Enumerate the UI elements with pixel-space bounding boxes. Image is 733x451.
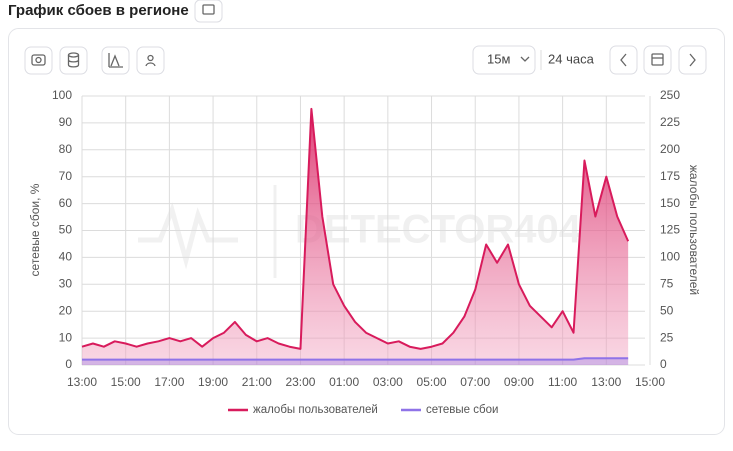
area — [82, 108, 629, 366]
x-tick-label: 01:00 — [329, 375, 359, 389]
y-axis-label: сетевые сбои, % — [28, 183, 42, 276]
y2-tick-label: 75 — [660, 276, 674, 290]
x-tick-label: 23:00 — [285, 375, 315, 389]
y2-tick-label: 150 — [660, 196, 680, 210]
watermark: DETECTOR404 — [138, 185, 582, 278]
x-tick-label: 05:00 — [417, 375, 447, 389]
y-tick-label: 50 — [59, 223, 73, 237]
x-tick-label: 13:00 — [67, 375, 97, 389]
y2-axis-label: жалобы пользователей — [687, 165, 701, 295]
x-tick-label: 09:00 — [504, 375, 534, 389]
y-tick-label: 40 — [59, 250, 73, 264]
x-tick-label: 13:00 — [591, 375, 621, 389]
y2-tick-label: 50 — [660, 303, 674, 317]
toolbar: 15м 24 часа — [24, 45, 707, 75]
interval-select[interactable]: 15м — [472, 45, 536, 75]
x-tick-label: 11:00 — [548, 375, 577, 389]
y-tick-label: 90 — [59, 115, 73, 129]
y2-tick-label: 225 — [660, 115, 680, 129]
y2-tick-label: 0 — [660, 357, 667, 371]
y2-tick-label: 200 — [660, 142, 680, 156]
x-tick-label: 15:00 — [111, 375, 141, 389]
line — [82, 357, 629, 361]
x-tick-label: 03:00 — [373, 375, 403, 389]
watermark-text: DETECTOR404 — [295, 208, 582, 252]
comment-button[interactable] — [194, 0, 223, 23]
line — [81, 107, 630, 350]
y-tick-label: 80 — [59, 142, 73, 156]
database-button[interactable] — [59, 46, 88, 75]
user-button[interactable] — [136, 46, 165, 75]
y-tick-label: 0 — [65, 357, 72, 371]
y-tick-label: 100 — [52, 88, 72, 102]
screenshot-button[interactable] — [24, 46, 53, 75]
plot: 0 10 20 30 40 50 60 70 80 90 100 0 25 50 75 100 125 150 17… — [52, 88, 680, 416]
prev-button[interactable] — [609, 45, 638, 75]
chart-title: График сбоев в регионе — [8, 2, 189, 19]
calendar-button[interactable] — [643, 45, 672, 75]
range: 24 часа — [548, 51, 595, 66]
y-tick-label: 20 — [59, 303, 73, 317]
x-tick-label: 07:00 — [460, 375, 490, 389]
next-button[interactable] — [678, 45, 707, 75]
legend-label: сетевые сбои — [426, 404, 498, 416]
y2-tick-label: 175 — [660, 169, 680, 183]
x-tick-label: 15:00 — [635, 375, 665, 389]
y-tick-label: 30 — [59, 276, 73, 290]
x-tick-label: 17:00 — [154, 375, 184, 389]
y-tick-label: 10 — [59, 330, 73, 344]
chart-mode-button[interactable] — [101, 46, 130, 75]
y2-tick-label: 125 — [660, 223, 680, 237]
x-tick-label: 21:00 — [242, 375, 272, 389]
y2-tick-label: 25 — [660, 330, 674, 344]
legend-label: жалобы пользователей — [253, 404, 378, 416]
y-tick-label: 70 — [59, 169, 73, 183]
y2-tick-label: 100 — [660, 250, 680, 264]
x-tick-label: 19:00 — [198, 375, 228, 389]
y-tick-label: 60 — [59, 196, 73, 210]
y2-tick-label: 250 — [660, 88, 680, 102]
interval: 15м — [487, 51, 510, 66]
